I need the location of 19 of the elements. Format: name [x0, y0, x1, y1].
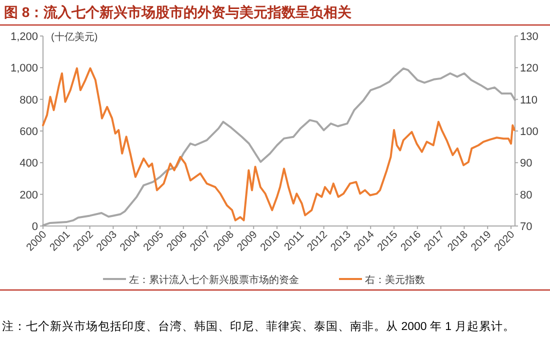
y-tick-label: 1,000	[10, 62, 38, 75]
y-axis-title: (十亿美元)	[51, 31, 98, 43]
y2-tick-label: 80	[520, 189, 532, 202]
y2-tick-label: 100	[520, 126, 538, 138]
y-tick-label: 400	[20, 158, 38, 170]
chart-title: 图 8：流入七个新兴市场股市的外资与美元指数呈负相关	[4, 4, 352, 20]
y2-tick-label: 130	[520, 31, 538, 43]
y2-tick-label: 110	[520, 94, 538, 106]
y-tick-label: 1,200	[10, 31, 38, 43]
y-tick-label: 200	[20, 189, 38, 202]
y-tick-label: 0	[32, 221, 38, 233]
text: 注：七个新兴市场包括印度、台湾、韩国、印尼、菲律宾、泰国、南非。从 2000 年 1 月起累计。	[2, 319, 515, 333]
y-tick-label: 600	[20, 126, 38, 138]
legend-label: 右：美元指数	[365, 274, 425, 286]
y2-tick-label: 120	[520, 62, 538, 75]
y2-tick-label: 70	[520, 221, 532, 233]
y-tick-label: 800	[20, 94, 38, 106]
y2-tick-label: 90	[520, 158, 532, 170]
legend-label: 左：累计流入七个新兴股票市场的资金	[129, 274, 299, 286]
